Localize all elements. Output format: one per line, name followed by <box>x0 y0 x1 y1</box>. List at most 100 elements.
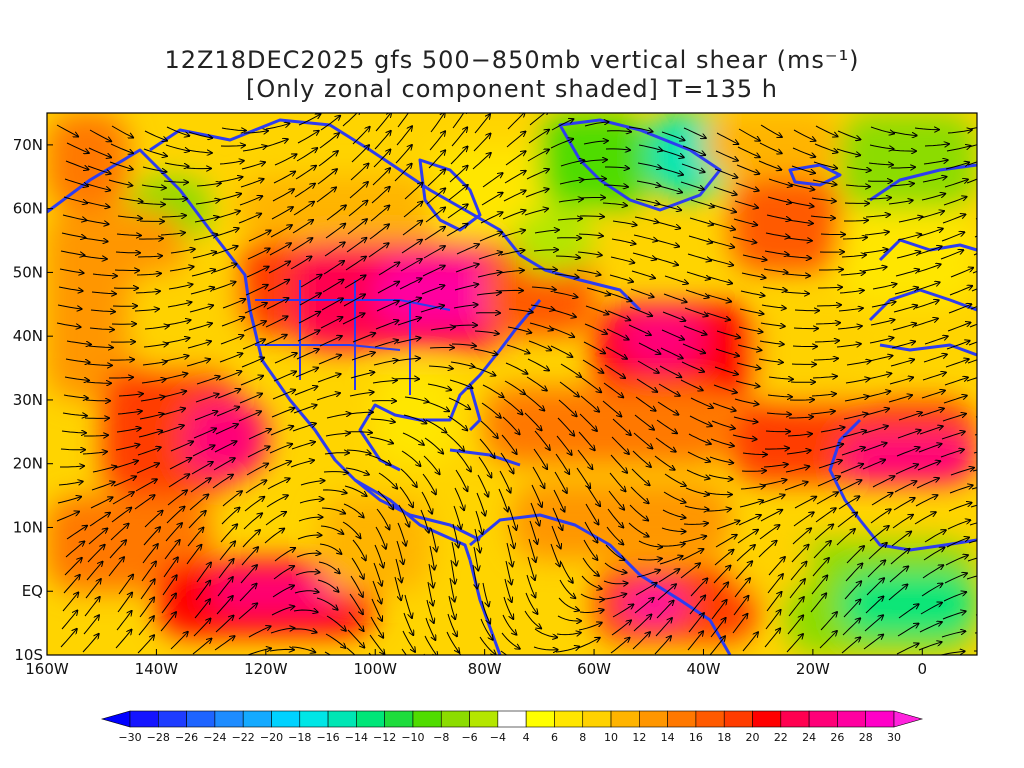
lat-tick-label: EQ <box>22 582 43 600</box>
streamline <box>212 475 233 489</box>
streamline <box>169 458 191 470</box>
streamline <box>817 476 840 487</box>
streamline <box>737 146 760 157</box>
streamline <box>446 433 464 451</box>
streamline <box>785 466 809 473</box>
streamline <box>898 604 919 619</box>
streamline <box>760 322 785 326</box>
streamline <box>140 203 165 204</box>
streamline <box>472 153 491 170</box>
streamline <box>837 326 862 329</box>
streamline <box>657 401 678 415</box>
streamline <box>267 280 289 292</box>
streamline <box>190 287 214 295</box>
streamline <box>628 522 649 537</box>
streamline <box>739 308 764 314</box>
colorbar-label: −22 <box>232 731 255 744</box>
streamline <box>451 127 467 147</box>
streamline <box>474 331 499 334</box>
streamline <box>87 165 111 174</box>
streamline <box>194 411 217 421</box>
colorbar-swatch <box>582 710 612 728</box>
streamline <box>682 536 706 543</box>
streamline <box>215 424 238 435</box>
streamline <box>681 163 705 172</box>
streamline <box>140 579 155 600</box>
streamline <box>160 233 185 235</box>
streamline <box>872 284 896 290</box>
streamline <box>789 201 814 206</box>
streamline <box>889 566 908 583</box>
streamline <box>818 460 842 469</box>
streamline <box>222 491 242 507</box>
streamline <box>949 485 973 494</box>
streamline <box>845 185 870 187</box>
streamline <box>922 177 946 183</box>
streamline <box>348 611 364 631</box>
streamline <box>295 368 318 378</box>
streamline <box>605 544 625 560</box>
streamline <box>372 168 390 186</box>
streamline <box>920 211 944 219</box>
streamline <box>64 178 88 186</box>
streamline <box>764 628 780 648</box>
streamline <box>740 486 765 489</box>
streamline <box>143 344 168 347</box>
streamline <box>449 166 468 183</box>
streamline <box>195 581 210 601</box>
streamline <box>636 378 657 392</box>
streamline <box>89 513 110 527</box>
streamline <box>294 386 317 396</box>
streamline <box>421 491 432 514</box>
streamline <box>663 491 686 503</box>
streamline <box>585 305 609 314</box>
streamline <box>608 490 624 510</box>
shading-cell <box>375 368 458 464</box>
streamline <box>192 252 216 259</box>
streamline <box>58 286 83 291</box>
streamline <box>326 205 346 221</box>
streamline <box>866 198 891 199</box>
streamline <box>763 464 788 467</box>
streamline <box>976 596 977 597</box>
lat-tick-label: 10S <box>14 646 43 664</box>
streamline <box>611 238 636 244</box>
streamline <box>144 511 163 528</box>
streamline <box>111 125 133 138</box>
streamline <box>793 328 818 329</box>
streamline <box>792 528 811 545</box>
streamline <box>194 599 210 619</box>
streamline <box>943 197 967 206</box>
streamline <box>65 160 88 170</box>
streamline <box>685 289 709 297</box>
streamline <box>64 376 89 380</box>
streamline <box>815 508 836 523</box>
streamline <box>186 359 210 367</box>
streamline <box>632 632 650 650</box>
streamline <box>945 359 969 368</box>
streamline <box>242 339 265 350</box>
streamline <box>87 364 112 365</box>
streamline <box>659 365 681 377</box>
streamline <box>558 199 583 203</box>
streamline <box>631 270 655 278</box>
streamline <box>812 558 829 577</box>
streamline <box>425 419 446 433</box>
streamline <box>708 276 732 283</box>
streamline <box>915 495 937 507</box>
colorbar-label: −28 <box>147 731 170 744</box>
streamline <box>534 628 557 637</box>
streamline <box>712 402 736 411</box>
streamline <box>784 292 809 294</box>
streamline <box>714 366 738 374</box>
streamline <box>948 503 972 512</box>
streamline <box>609 274 633 282</box>
colorbar-label: 14 <box>661 731 675 744</box>
streamline <box>576 467 590 488</box>
streamline <box>473 546 478 571</box>
streamline <box>63 394 88 398</box>
streamline <box>864 615 883 632</box>
streamline <box>661 329 684 340</box>
streamline <box>742 453 767 455</box>
streamline <box>83 237 108 242</box>
